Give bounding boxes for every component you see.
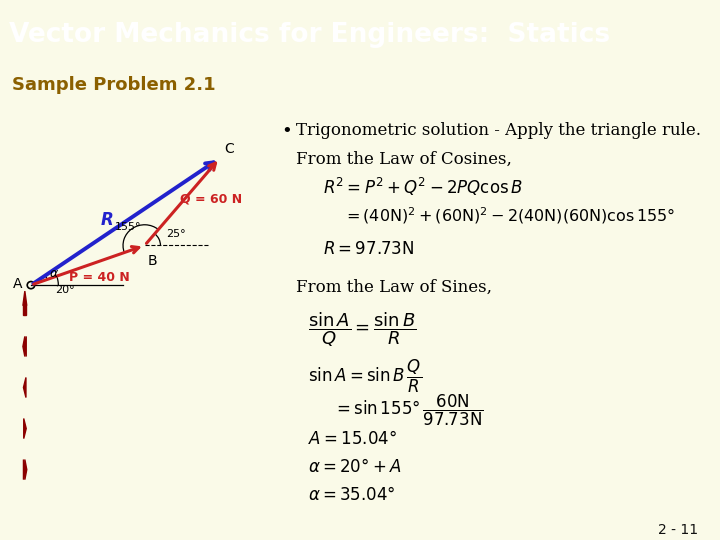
Polygon shape — [23, 336, 24, 356]
Polygon shape — [24, 460, 27, 480]
Text: $\alpha = 20° + A$: $\alpha = 20° + A$ — [308, 458, 401, 476]
Text: $\dfrac{\sin A}{Q} = \dfrac{\sin B}{R}$: $\dfrac{\sin A}{Q} = \dfrac{\sin B}{R}$ — [308, 310, 416, 349]
Text: From the Law of Cosines,: From the Law of Cosines, — [296, 151, 512, 168]
Polygon shape — [24, 418, 26, 438]
Text: $A = 15.04°$: $A = 15.04°$ — [308, 429, 397, 448]
Polygon shape — [24, 460, 25, 480]
Text: C: C — [224, 141, 234, 156]
Text: $\sin A = \sin B\,\dfrac{Q}{R}$: $\sin A = \sin B\,\dfrac{Q}{R}$ — [308, 358, 422, 395]
Text: P = 40 N: P = 40 N — [69, 271, 130, 284]
Text: $= (40\mathrm{N})^2 + (60\mathrm{N})^2 - 2(40\mathrm{N})(60\mathrm{N})\cos 155°$: $= (40\mathrm{N})^2 + (60\mathrm{N})^2 -… — [343, 205, 675, 226]
Polygon shape — [24, 377, 26, 397]
Text: $R = 97.73\mathrm{N}$: $R = 97.73\mathrm{N}$ — [323, 240, 414, 258]
Text: Trigonometric solution - Apply the triangle rule.: Trigonometric solution - Apply the trian… — [296, 122, 701, 139]
Polygon shape — [23, 291, 27, 306]
Text: •: • — [281, 122, 292, 140]
Text: B: B — [148, 254, 157, 268]
Text: From the Law of Sines,: From the Law of Sines, — [296, 279, 492, 295]
Polygon shape — [23, 306, 27, 315]
Polygon shape — [24, 336, 26, 356]
Text: 155°: 155° — [114, 222, 141, 232]
Text: A: A — [13, 276, 22, 291]
Text: $= \sin 155°\,\dfrac{60\mathrm{N}}{97.73\mathrm{N}}$: $= \sin 155°\,\dfrac{60\mathrm{N}}{97.73… — [333, 393, 483, 428]
Text: 25°: 25° — [166, 229, 186, 239]
Text: Sample Problem 2.1: Sample Problem 2.1 — [12, 76, 216, 94]
Text: R: R — [100, 211, 113, 230]
Text: Q = 60 N: Q = 60 N — [180, 193, 242, 206]
Text: $\alpha$: $\alpha$ — [49, 267, 59, 280]
Text: Vector Mechanics for Engineers:  Statics: Vector Mechanics for Engineers: Statics — [9, 22, 611, 48]
Text: 2 - 11: 2 - 11 — [658, 523, 698, 537]
Text: 20°: 20° — [55, 285, 75, 295]
Text: $\alpha = 35.04°$: $\alpha = 35.04°$ — [308, 487, 395, 504]
Text: $R^2 = P^2 + Q^2 - 2PQ\cos B$: $R^2 = P^2 + Q^2 - 2PQ\cos B$ — [323, 177, 523, 199]
